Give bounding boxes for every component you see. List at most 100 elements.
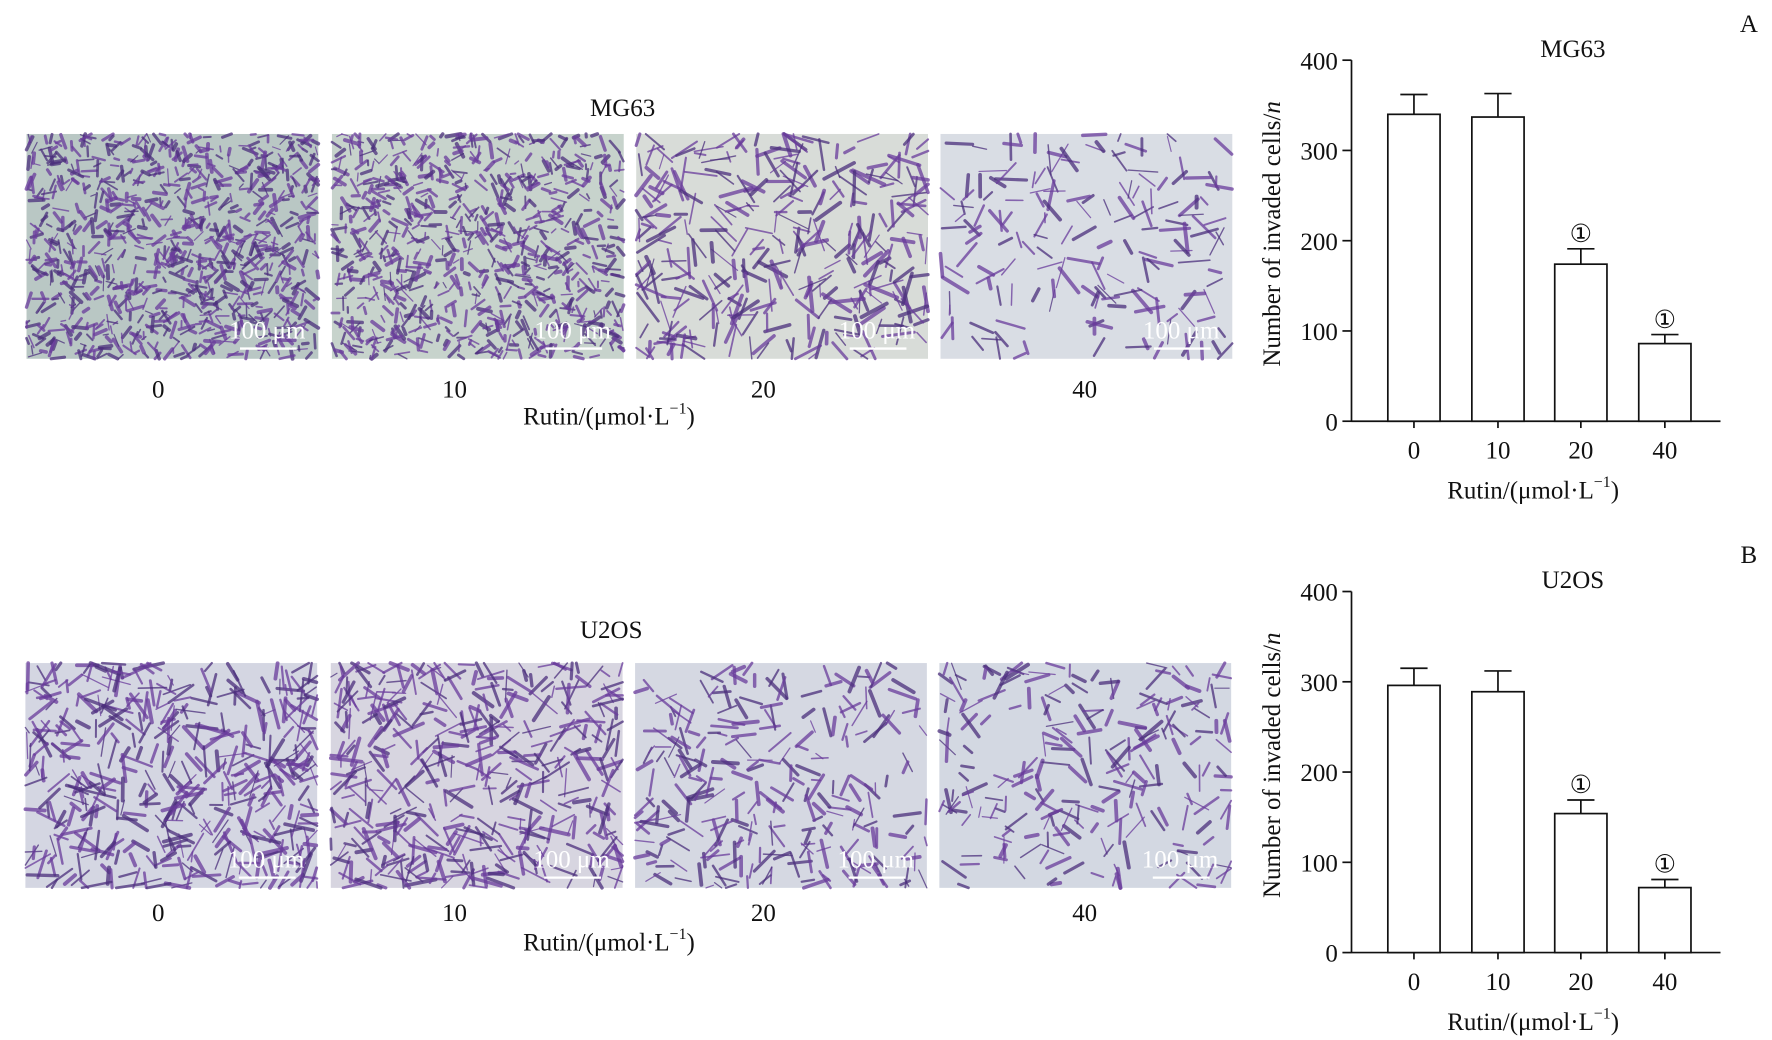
concentration-label: 40: [1072, 900, 1097, 927]
concentration-label: 40: [1072, 376, 1097, 403]
cell: [221, 132, 233, 139]
cell: [215, 875, 235, 888]
cell: [1055, 727, 1067, 735]
cell: [495, 725, 514, 729]
cell: [731, 719, 760, 726]
cell: [346, 268, 359, 274]
cell: [562, 257, 572, 267]
cell: [504, 172, 514, 182]
cell: [619, 317, 624, 332]
cell: [881, 713, 902, 735]
cell: [571, 180, 585, 188]
cell: [419, 333, 426, 349]
cell: [82, 182, 87, 195]
cell: [721, 284, 744, 314]
cell: [377, 777, 398, 804]
cell: [189, 132, 192, 140]
cell: [655, 212, 672, 218]
cell: [575, 304, 583, 318]
cell: [67, 673, 84, 687]
cell: [995, 162, 1017, 185]
cell: [493, 317, 503, 329]
cell: [977, 688, 1006, 702]
cell: [23, 807, 47, 813]
cell: [796, 229, 821, 253]
cell: [356, 144, 364, 153]
cell: [610, 866, 624, 871]
cell: [180, 295, 197, 308]
cell: [291, 133, 305, 137]
cell: [299, 858, 306, 889]
cell: [644, 254, 656, 276]
cell: [592, 261, 608, 268]
cell: [257, 338, 272, 346]
cell: [571, 350, 584, 356]
cell: [206, 673, 218, 707]
cell: [143, 352, 150, 359]
cell: [507, 816, 526, 822]
cell: [839, 701, 862, 714]
cell: [300, 292, 305, 307]
cell: [1140, 780, 1148, 797]
cell: [270, 216, 281, 235]
cell: [634, 174, 653, 198]
cell: [855, 222, 872, 248]
cell: [188, 163, 199, 167]
cell: [198, 320, 210, 323]
cell: [384, 175, 395, 184]
cell: [219, 263, 227, 281]
y-tick-label: 100: [1300, 319, 1337, 346]
cell: [889, 269, 894, 283]
cell: [166, 235, 181, 241]
cell: [222, 831, 238, 862]
cell: [1207, 268, 1223, 275]
bar: [1386, 113, 1441, 423]
cell: [124, 294, 128, 312]
cell: [146, 143, 156, 162]
cell: [93, 796, 118, 813]
cell: [548, 342, 553, 359]
cell: [278, 354, 296, 361]
cell: [390, 324, 401, 334]
cell: [1180, 330, 1199, 357]
cell: [134, 255, 147, 261]
cell: [227, 209, 236, 214]
cell: [451, 205, 462, 219]
cell: [254, 238, 268, 244]
cell: [655, 750, 665, 763]
y-axis-label-var: n: [1259, 632, 1286, 644]
cell: [532, 290, 538, 307]
cell: [531, 179, 538, 186]
cell: [1215, 867, 1233, 880]
cell: [563, 768, 568, 798]
cell: [1185, 665, 1194, 677]
cell: [520, 163, 525, 178]
cell: [160, 309, 172, 325]
cell: [340, 260, 355, 271]
cell: [159, 200, 164, 207]
micrograph: [23, 661, 320, 890]
cell: [575, 136, 587, 148]
cell: [80, 169, 99, 173]
cell: [1113, 214, 1133, 223]
cell: [68, 303, 75, 309]
cell: [885, 709, 896, 726]
cell: [846, 256, 857, 274]
cell: [313, 333, 317, 350]
cell: [415, 133, 427, 146]
cell: [593, 288, 602, 293]
cell: [887, 153, 922, 167]
cell: [1067, 765, 1088, 784]
cell: [647, 145, 664, 153]
cell: [206, 288, 213, 296]
cell: [32, 267, 49, 277]
cell: [897, 151, 901, 179]
cell: [1049, 814, 1056, 827]
cell: [150, 315, 155, 334]
cell: [130, 155, 139, 163]
cell: [440, 172, 452, 179]
cell: [61, 749, 65, 763]
cell: [59, 720, 72, 731]
cell: [1019, 843, 1042, 859]
cell: [1209, 227, 1225, 256]
